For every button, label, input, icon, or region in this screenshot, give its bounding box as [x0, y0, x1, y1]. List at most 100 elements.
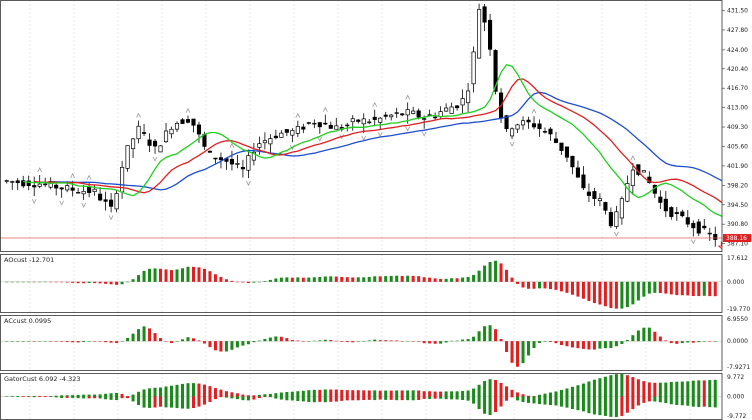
- gator-upper-bar: [279, 392, 283, 397]
- ao-indicator-panel[interactable]: AOcust -12.701: [0, 256, 722, 309]
- gator-upper-bar: [614, 374, 618, 397]
- histogram-bar: [142, 270, 146, 282]
- histogram-bar: [257, 340, 261, 342]
- gator-upper-bar: [186, 383, 190, 397]
- histogram-bar: [241, 281, 245, 283]
- gator-lower-bar: [625, 396, 629, 413]
- gator-upper-bar: [257, 394, 261, 397]
- gator-lower-bar: [697, 396, 701, 408]
- histogram-bar: [290, 277, 294, 282]
- histogram-bar: [653, 331, 657, 342]
- histogram-bar: [417, 276, 421, 282]
- gator-upper-bar: [510, 389, 514, 397]
- histogram-bar: [565, 281, 569, 293]
- histogram-bar: [307, 341, 311, 342]
- gator-lower-bar: [686, 396, 690, 406]
- histogram-bar: [54, 281, 58, 283]
- histogram-bar: [296, 277, 300, 282]
- histogram-bar: [422, 341, 426, 344]
- gator-upper-bar: [43, 396, 47, 397]
- histogram-bar: [180, 339, 185, 342]
- gator-indicator-panel[interactable]: GatorCust 6.092 -4.323: [0, 373, 722, 417]
- histogram-bar: [351, 341, 355, 343]
- ac-indicator-panel[interactable]: ACcust 0.0995: [0, 317, 722, 367]
- histogram-bar: [620, 281, 624, 309]
- histogram-bar: [230, 280, 234, 282]
- gator-upper-bar: [439, 391, 443, 397]
- histogram-bar: [614, 341, 618, 347]
- candle-body: [713, 233, 718, 240]
- fractal-up-marker: [136, 112, 141, 118]
- panel-frame: [0, 315, 723, 371]
- candle-body: [306, 122, 311, 124]
- gator-lower-bar: [43, 396, 47, 397]
- histogram-bar: [483, 265, 487, 282]
- candle-body: [218, 157, 223, 161]
- histogram-bar: [148, 328, 152, 342]
- price-panel[interactable]: [0, 0, 752, 251]
- price-tick-label: 390.80: [727, 221, 748, 228]
- histogram-bar: [224, 279, 228, 282]
- candle-body: [438, 111, 443, 117]
- gator-upper-bar: [461, 390, 465, 397]
- candle-body: [147, 139, 152, 146]
- histogram-bar: [230, 341, 234, 350]
- histogram-bar: [378, 276, 382, 282]
- gator-upper-bar: [312, 389, 316, 397]
- fractal-down-marker: [614, 231, 619, 237]
- histogram-bar: [153, 268, 157, 282]
- histogram-bar: [126, 337, 130, 342]
- gator-upper-bar: [697, 380, 701, 397]
- gator-upper-bar: [466, 390, 470, 397]
- candle-body: [4, 180, 9, 182]
- gator-lower-bar: [581, 396, 585, 412]
- histogram-bar: [631, 281, 635, 305]
- gator-lower-bar: [400, 396, 404, 401]
- candle-body: [575, 167, 580, 178]
- candle-body: [279, 132, 284, 138]
- histogram-bar: [548, 281, 552, 290]
- histogram-bar: [570, 341, 574, 348]
- candle-body: [76, 191, 81, 194]
- gator-lower-bar: [60, 396, 64, 399]
- histogram-bar: [252, 341, 256, 343]
- histogram-bar: [609, 341, 613, 349]
- histogram-bar: [334, 340, 338, 342]
- histogram-bar: [246, 281, 250, 283]
- gator-lower-bar: [49, 396, 53, 397]
- histogram-bar: [389, 340, 393, 342]
- candle-body: [411, 110, 416, 114]
- gator-lower-bar: [428, 396, 432, 399]
- gator-lower-bar: [472, 396, 476, 404]
- gator-upper-bar: [631, 377, 635, 397]
- histogram-bar: [625, 281, 629, 308]
- gator-upper-bar: [488, 379, 492, 397]
- gator-upper-bar: [499, 382, 503, 397]
- candle-body: [405, 109, 410, 116]
- histogram-bar: [559, 281, 563, 292]
- fractal-up-marker: [37, 167, 43, 173]
- histogram-bar: [54, 341, 58, 342]
- histogram-bar: [439, 278, 443, 282]
- fractal-down-marker: [152, 156, 158, 162]
- histogram-bar: [713, 341, 717, 342]
- gator-lower-bar: [54, 396, 58, 398]
- candle-body: [98, 193, 103, 201]
- gator-lower-bar: [131, 396, 135, 402]
- histogram-bar: [537, 341, 542, 343]
- histogram-bar: [614, 281, 618, 309]
- gator-upper-bar: [241, 394, 245, 397]
- price-axis[interactable]: 431.50 427.80 424.00 420.40 416.70 413.00 409.…: [722, 0, 752, 420]
- candle-body: [383, 114, 388, 117]
- histogram-bar: [5, 341, 9, 342]
- gator-upper-bar: [235, 393, 239, 397]
- gator-lower-bar: [334, 396, 338, 402]
- gator-lower-bar: [87, 396, 91, 399]
- fractal-up-marker: [405, 94, 411, 100]
- candle-body: [257, 143, 262, 148]
- fractal-up-marker: [86, 174, 92, 180]
- histogram-bar: [433, 341, 437, 344]
- lips-line: [23, 64, 733, 224]
- gator-upper-bar: [362, 390, 366, 397]
- candle-body: [674, 212, 679, 214]
